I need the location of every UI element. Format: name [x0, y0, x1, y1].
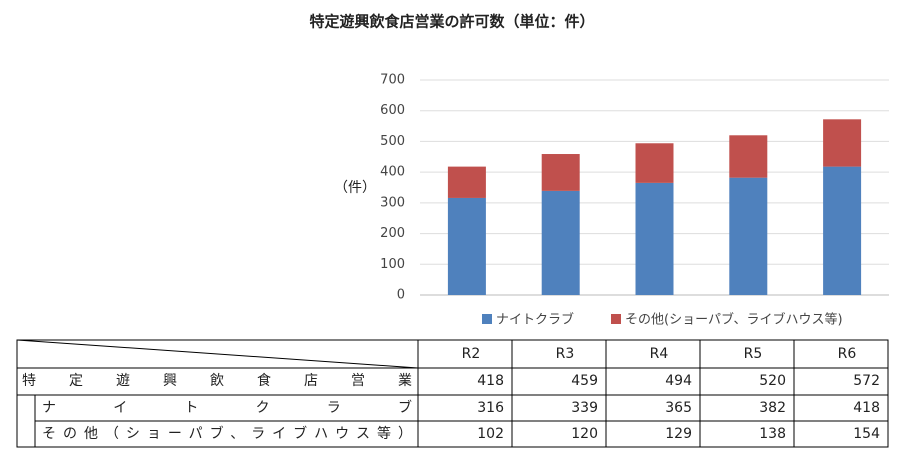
y-tick-label: 100 — [380, 257, 405, 272]
legend-label: ナイトクラブ — [496, 312, 574, 328]
table-cell: 120 — [571, 426, 598, 442]
table-frame — [16, 339, 889, 448]
y-tick-label: 600 — [380, 103, 405, 118]
bar-segment — [541, 154, 580, 191]
bar-segment — [635, 143, 674, 183]
chart-title: 特定遊興飲食店営業の許可数（単位：件） — [309, 13, 594, 31]
table-cell: 365 — [665, 400, 692, 416]
y-tick-label: 400 — [380, 165, 405, 180]
bar-segment — [823, 166, 862, 295]
bar-segment — [823, 119, 862, 167]
table-header: R2 — [462, 346, 481, 362]
y-tick-label: 200 — [380, 226, 405, 241]
table-cell: 339 — [571, 400, 598, 416]
table-cell: 102 — [477, 426, 504, 442]
table-header: R4 — [650, 346, 669, 362]
table-cell: 572 — [853, 373, 880, 389]
table-cell: 316 — [477, 400, 504, 416]
bar-segment — [447, 166, 486, 198]
bar-segment — [729, 177, 768, 295]
bar-segment — [541, 190, 580, 295]
table-cell: 382 — [759, 400, 786, 416]
legend-swatch — [482, 314, 492, 324]
bar-segment — [635, 182, 674, 295]
y-tick-label: 500 — [380, 134, 405, 149]
table-cell: 494 — [665, 373, 692, 389]
table-cell: 520 — [759, 373, 786, 389]
table-header: R6 — [838, 346, 857, 362]
legend-label: その他(ショーパブ、ライブハウス等) — [625, 312, 843, 328]
bar-segment — [447, 197, 486, 295]
y-axis-label: （件） — [334, 180, 376, 196]
row-label: 特定遊興飲食店営業 — [22, 372, 412, 389]
row-label: その他（ショーパブ、ライブハウス等） — [42, 425, 412, 442]
row-label: ナイトクラブ — [42, 399, 412, 416]
table-cell: 138 — [759, 426, 786, 442]
y-tick-label: 700 — [380, 73, 405, 88]
table-cell: 418 — [853, 400, 880, 416]
bar-segment — [729, 135, 768, 178]
table-header: R3 — [556, 346, 575, 362]
legend-swatch — [611, 314, 621, 324]
y-tick-label: 300 — [380, 195, 405, 210]
table-cell: 459 — [571, 373, 598, 389]
table-cell: 129 — [665, 426, 692, 442]
table-header: R5 — [744, 346, 763, 362]
y-tick-label: 0 — [397, 288, 405, 303]
table-cell: 418 — [477, 373, 504, 389]
table-cell: 154 — [853, 426, 880, 442]
